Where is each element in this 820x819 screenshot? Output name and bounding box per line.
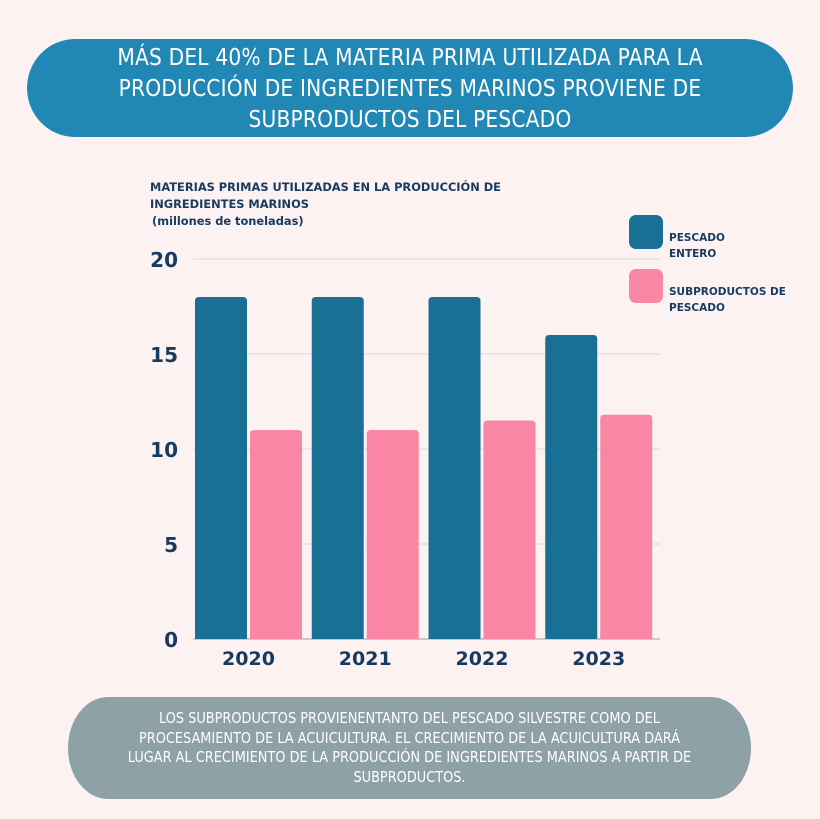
footer-note-banner: LOS SUBPRODUCTOS PROVIENENTANTO DEL PESC… [68,697,751,799]
legend-label-subproductos: SUBPRODUCTOS DE PESCADO [669,286,786,314]
y-tick-label: 10 [150,438,178,462]
chart-title: MATERIAS PRIMAS UTILIZADAS EN LA PRODUCC… [150,180,501,211]
bar-subproductos-2022 [483,420,536,639]
bar-pescado-entero-2023 [545,335,598,639]
x-tick-label: 2021 [339,648,392,670]
x-tick-label: 2023 [572,648,625,670]
bar-pescado-entero-2020 [195,297,247,639]
headline-banner: MÁS DEL 40% DE LA MATERIA PRIMA UTILIZAD… [27,39,793,137]
bar-subproductos-2023 [600,414,653,639]
bar-subproductos-2020 [250,430,302,639]
y-tick-label: 0 [164,628,178,652]
footer-note-text: LOS SUBPRODUCTOS PROVIENENTANTO DEL PESC… [127,709,692,786]
legend-swatch-subproductos [629,269,663,303]
legend-item-subproductos: SUBPRODUCTOS DE PESCADO [629,269,794,316]
legend-swatch-pescado-entero [629,215,663,249]
y-tick-label: 5 [164,533,178,557]
y-axis-ticks: 0 5 10 15 20 [150,248,178,652]
bar-pescado-entero-2022 [428,297,481,639]
legend-item-pescado-entero: PESCADO ENTERO [629,215,739,262]
x-axis-ticks: 2020 2021 2022 2023 [222,648,625,670]
chart-unit-label: (millones de toneladas) [152,214,304,228]
x-tick-label: 2020 [222,648,275,670]
legend-label-pescado-entero: PESCADO ENTERO [669,232,725,260]
bar-subproductos-2021 [366,430,419,639]
x-tick-label: 2022 [456,648,509,670]
y-tick-label: 15 [150,343,178,367]
bars [195,297,653,639]
y-tick-label: 20 [150,248,178,272]
bar-pescado-entero-2021 [311,297,364,639]
headline-text: MÁS DEL 40% DE LA MATERIA PRIMA UTILIZAD… [117,42,703,133]
